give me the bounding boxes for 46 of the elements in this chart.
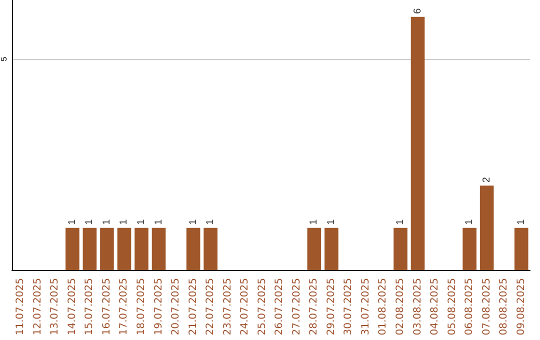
x-tick-label: 31.07.2025: [360, 278, 372, 336]
data-label: 1: [136, 218, 147, 225]
data-label: 1: [464, 218, 476, 225]
data-label: 2: [481, 176, 492, 183]
x-tick-label: 04.08.2025: [430, 278, 441, 336]
x-tick-label: 19.07.2025: [153, 278, 164, 336]
data-label: 1: [308, 218, 320, 225]
x-tick-label: 16.07.2025: [101, 278, 112, 336]
data-label: 1: [101, 218, 112, 225]
x-tick-label: 26.07.2025: [274, 278, 286, 336]
x-tick-label: 02.08.2025: [395, 278, 406, 336]
data-label: 1: [153, 218, 164, 225]
data-label: 1: [395, 218, 406, 225]
x-tick-label: 18.07.2025: [136, 278, 147, 336]
data-label: 1: [205, 218, 216, 225]
x-tick-label: 30.07.2025: [343, 278, 354, 336]
x-tick-label: 11.07.2025: [15, 278, 26, 336]
x-tick-label: 01.08.2025: [378, 278, 389, 336]
x-tick-label: 22.07.2025: [205, 278, 216, 336]
x-tick-label: 12.07.2025: [32, 278, 44, 336]
y-tick-label: 5: [0, 56, 8, 62]
x-tick-label: 25.07.2025: [256, 278, 268, 336]
data-label: 1: [516, 218, 527, 225]
x-tick-label: 21.07.2025: [188, 278, 199, 336]
x-tick-label: 28.07.2025: [308, 278, 320, 336]
x-tick-label: 06.08.2025: [464, 278, 476, 336]
x-tick-label: 15.07.2025: [84, 278, 96, 336]
x-tick-label: 08.08.2025: [498, 278, 510, 336]
data-label: 1: [326, 218, 337, 225]
x-tick-label: 05.08.2025: [446, 278, 458, 336]
data-label: 1: [84, 218, 96, 225]
x-tick-label: 03.08.2025: [412, 278, 424, 336]
x-tick-label: 20.07.2025: [170, 278, 182, 336]
data-label: 1: [118, 218, 130, 225]
x-tick-label: 14.07.2025: [66, 278, 78, 336]
data-label: 6: [412, 8, 424, 14]
x-tick-label: 23.07.2025: [222, 278, 234, 336]
x-tick-label: 29.07.2025: [326, 278, 337, 336]
x-tick-label: 24.07.2025: [240, 278, 251, 336]
data-label: 1: [188, 218, 199, 225]
x-tick-label: 17.07.2025: [118, 278, 130, 336]
x-tick-label: 07.08.2025: [481, 278, 492, 336]
x-tick-label: 09.08.2025: [516, 278, 527, 336]
x-tick-label: 27.07.2025: [291, 278, 302, 336]
data-label: 1: [66, 218, 78, 225]
x-tick-label: 13.07.2025: [50, 278, 61, 336]
